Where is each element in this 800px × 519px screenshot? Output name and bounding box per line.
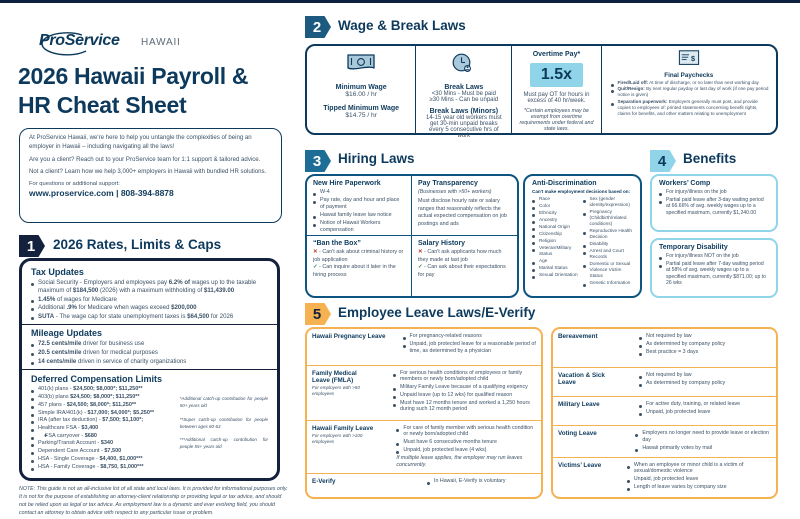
svg-text:$: $ bbox=[691, 54, 695, 63]
